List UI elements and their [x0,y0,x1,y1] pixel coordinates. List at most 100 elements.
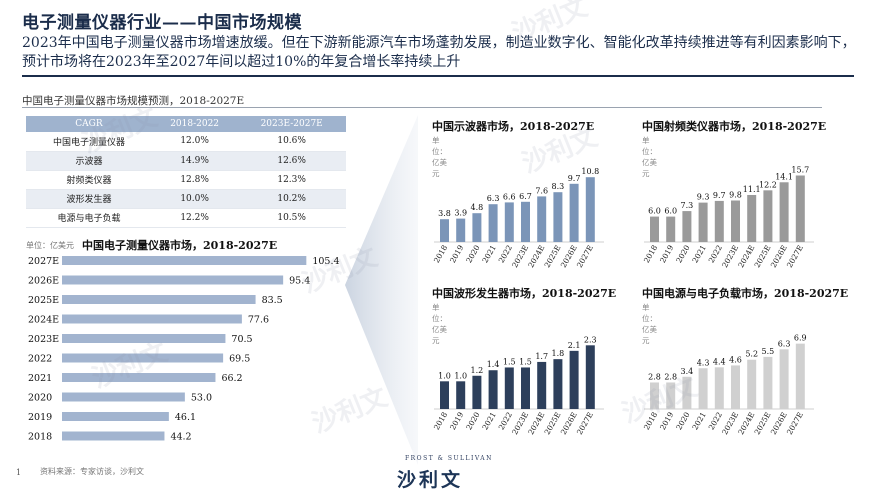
main-chart-unit: 单位：亿美元 [26,241,74,250]
table-row: 电源与电子负载 12.2% 10.5% [26,208,346,228]
bar [666,382,676,409]
bar [62,431,165,441]
value-label: 6.3 [487,194,500,203]
value-label: 83.5 [262,295,283,306]
bar [569,183,579,242]
bar [585,177,595,242]
category-label: 2019 [658,243,675,264]
value-label: 1.0 [454,371,467,380]
value-label: 4.6 [729,355,742,364]
bar [553,359,563,409]
value-label: 5.2 [745,350,758,359]
value-label: 70.5 [231,334,252,345]
cagr-header-cell: CAGR [26,116,152,132]
rf-instrument-chart: 6.020186.020197.320209.320219.720229.820… [642,166,814,270]
oscilloscope-chart: 3.820183.920194.820206.320216.620226.720… [432,167,604,270]
value-label: 9.7 [713,191,726,200]
value-label: 7.6 [535,186,548,195]
category-label: 2018 [432,243,449,264]
category-label: 2027E [575,244,595,270]
category-label: 2019 [28,412,52,423]
table-cell: 波形发生器 [26,189,152,209]
rf-chart-unit: 单位：亿美元 [642,136,657,178]
bar [714,367,724,409]
value-label: 1.8 [552,349,565,358]
bar [62,373,216,382]
page-title: 电子测量仪器行业——中国市场规模 [22,13,302,33]
bar [553,192,563,242]
main-market-chart: 2027E 105.4 2026E 95.4 2025E 83.5 2024E 77.6 202… [28,256,340,443]
value-label: 1.5 [519,357,532,366]
value-label: 66.2 [221,373,242,384]
value-label: 105.4 [312,256,339,267]
oscilloscope-chart-unit: 单位：亿美元 [432,136,447,178]
table-cell: 示波器 [26,151,152,171]
value-label: 6.3 [778,339,791,348]
value-label: 6.0 [648,207,661,216]
power-load-chart: 2.820182.820193.420204.320214.420224.620… [642,334,814,437]
value-label: 3.4 [681,367,694,376]
category-label: 2019 [448,410,465,431]
table-cell: 10.2% [237,189,346,209]
bar [504,367,514,409]
value-label: 6.6 [503,192,516,201]
value-label: 6.7 [519,192,532,201]
value-label: 6.9 [794,334,807,343]
category-label: 2020 [674,243,691,264]
bar [62,392,185,402]
category-label: 2018 [432,410,449,431]
category-label: 2020 [28,393,52,404]
value-label: 2.8 [648,372,661,381]
value-label: 7.3 [681,201,694,210]
category-label: 2022 [28,354,52,365]
bar [731,200,740,242]
cagr-table: CAGR 2018-2022 2023E-2027E 中国电子测量仪器 12.0… [26,116,346,228]
bar [472,375,482,409]
category-label: 2018 [642,243,659,264]
bar [795,343,805,409]
category-label: 2027E [785,411,805,437]
table-cell: 12.0% [151,132,238,152]
category-label: 2027E [28,256,59,267]
bar [682,376,692,409]
value-label: 1.2 [471,366,484,375]
bar [521,201,530,242]
oscilloscope-chart-title: 中国示波器市场，2018-2027E [432,120,595,133]
value-label: 4.8 [471,203,484,212]
value-label: 5.5 [762,347,775,356]
bar [779,349,789,409]
value-label: 1.7 [535,352,548,361]
category-label: 2021 [690,244,707,265]
category-label: 2020 [464,410,481,431]
table-row: 示波器 14.9% 12.6% [26,151,346,171]
bar [62,353,224,363]
value-label: 46.1 [175,412,196,423]
value-label: 1.4 [487,360,500,369]
value-label: 3.9 [454,209,467,218]
category-label: 2021 [690,411,707,432]
category-label: 2025E [28,295,59,306]
bar [666,216,676,242]
power-chart-title: 中国电源与电子负载市场，2018-2027E [642,287,849,300]
bar [747,359,757,409]
bar [521,367,530,409]
bar [698,202,708,242]
category-label: 2023E [28,334,59,345]
cagr-header-cell: 2018-2022 [151,116,238,132]
value-label: 2.1 [568,341,581,350]
table-cell: 电源与电子负载 [26,208,152,228]
category-label: 2018 [642,410,659,431]
value-label: 77.6 [248,315,269,326]
value-label: 4.3 [697,358,710,367]
value-label: 9.3 [697,193,710,202]
bar [440,219,449,242]
bar [62,295,256,304]
cagr-header-cell: 2023E-2027E [237,116,346,132]
bar [795,175,805,242]
category-label: 2027E [785,244,805,270]
bar [62,314,242,324]
category-label: 2019 [448,243,465,264]
category-label: 2020 [464,243,481,264]
table-cell: 10.5% [237,208,346,228]
rf-chart-title: 中国射频类仪器市场，2018-2027E [642,120,827,133]
